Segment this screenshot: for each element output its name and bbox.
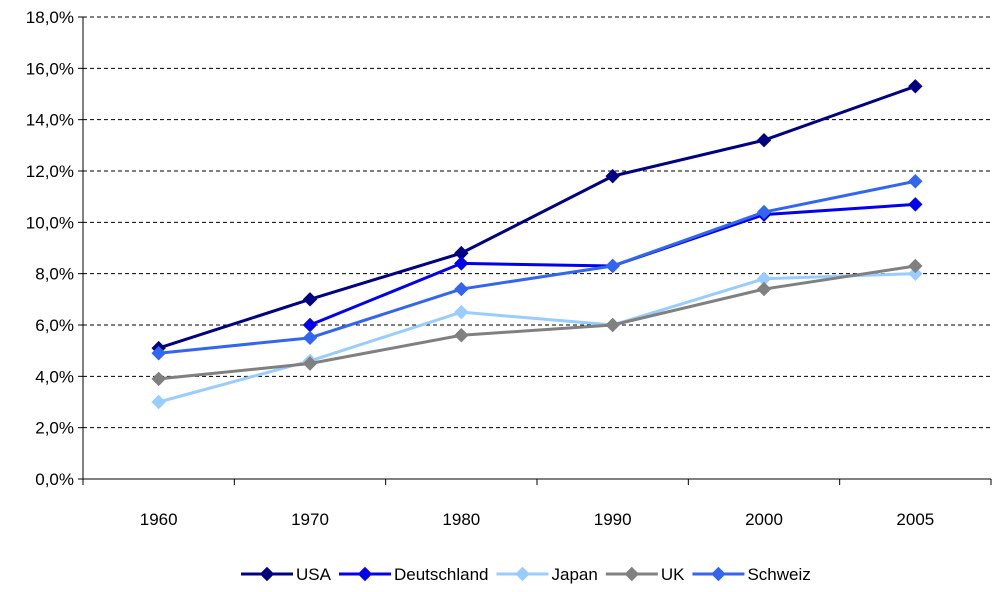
- legend-label: Schweiz: [747, 565, 810, 584]
- x-tick-label: 1970: [291, 510, 329, 529]
- legend-marker: [259, 566, 275, 582]
- legend: USA Deutschland Japan UK Schweiz: [241, 565, 811, 584]
- legend-marker: [624, 566, 640, 582]
- y-tick-label: 8,0%: [35, 265, 74, 284]
- data-point: [454, 304, 469, 320]
- legend-label: Deutschland: [394, 565, 489, 584]
- y-tick-label: 18,0%: [26, 8, 74, 27]
- series: [151, 79, 923, 410]
- data-point: [454, 281, 469, 297]
- y-tick-label: 10,0%: [26, 213, 74, 232]
- series-japan: [151, 266, 923, 410]
- data-point: [908, 197, 923, 212]
- x-tick-label: 1960: [140, 510, 178, 529]
- legend-marker: [515, 566, 530, 582]
- data-point: [908, 266, 923, 281]
- legend-marker: [357, 566, 373, 582]
- legend-item-usa: USA: [241, 565, 332, 584]
- x-tick-label: 2005: [896, 510, 934, 529]
- x-tick-label: 1980: [442, 510, 480, 529]
- data-point: [151, 394, 166, 410]
- y-tick-label: 4,0%: [35, 367, 74, 386]
- data-point: [605, 168, 620, 184]
- axes: 0,0% 2,0% 4,0% 6,0% 8,0% 10,0% 12,0% 14,0% 16,0%…: [26, 8, 992, 529]
- grid: [83, 16, 991, 429]
- y-tick-label: 6,0%: [35, 316, 74, 335]
- legend-item-japan: Japan: [496, 565, 598, 584]
- legend-label: USA: [296, 565, 332, 584]
- data-point: [302, 292, 318, 307]
- data-point: [908, 258, 923, 274]
- data-point: [302, 330, 318, 346]
- y-tick-label: 16,0%: [26, 59, 74, 78]
- data-point: [756, 204, 772, 220]
- data-point: [454, 256, 469, 271]
- legend-item-uk: UK: [605, 565, 685, 584]
- data-point: [908, 79, 923, 94]
- data-point: [605, 258, 620, 274]
- series-line: [158, 264, 916, 381]
- legend-label: Japan: [551, 565, 597, 584]
- series-uk: [151, 258, 923, 387]
- series-line: [158, 179, 916, 355]
- data-point: [302, 356, 318, 371]
- y-tick-label: 2,0%: [35, 419, 74, 438]
- data-point: [756, 281, 772, 297]
- legend-marker: [711, 566, 726, 582]
- data-point: [151, 371, 166, 387]
- data-point: [756, 132, 772, 148]
- legend-label: UK: [661, 565, 685, 584]
- series-line: [158, 84, 916, 350]
- y-tick-label: 14,0%: [26, 111, 74, 130]
- legend-item-deutschland: Deutschland: [338, 565, 489, 584]
- series-schweiz: [151, 174, 923, 361]
- y-tick-label: 12,0%: [26, 162, 74, 181]
- series-line: [158, 272, 916, 404]
- y-tick-label: 0,0%: [35, 470, 74, 489]
- x-tick-label: 2000: [745, 510, 783, 529]
- series-usa: [151, 79, 923, 356]
- data-point: [454, 328, 469, 343]
- data-point: [151, 346, 166, 361]
- data-point: [908, 174, 923, 189]
- x-tick-label: 1990: [594, 510, 632, 529]
- data-point: [302, 317, 318, 333]
- legend-item-schweiz: Schweiz: [692, 565, 811, 584]
- data-point: [605, 317, 620, 333]
